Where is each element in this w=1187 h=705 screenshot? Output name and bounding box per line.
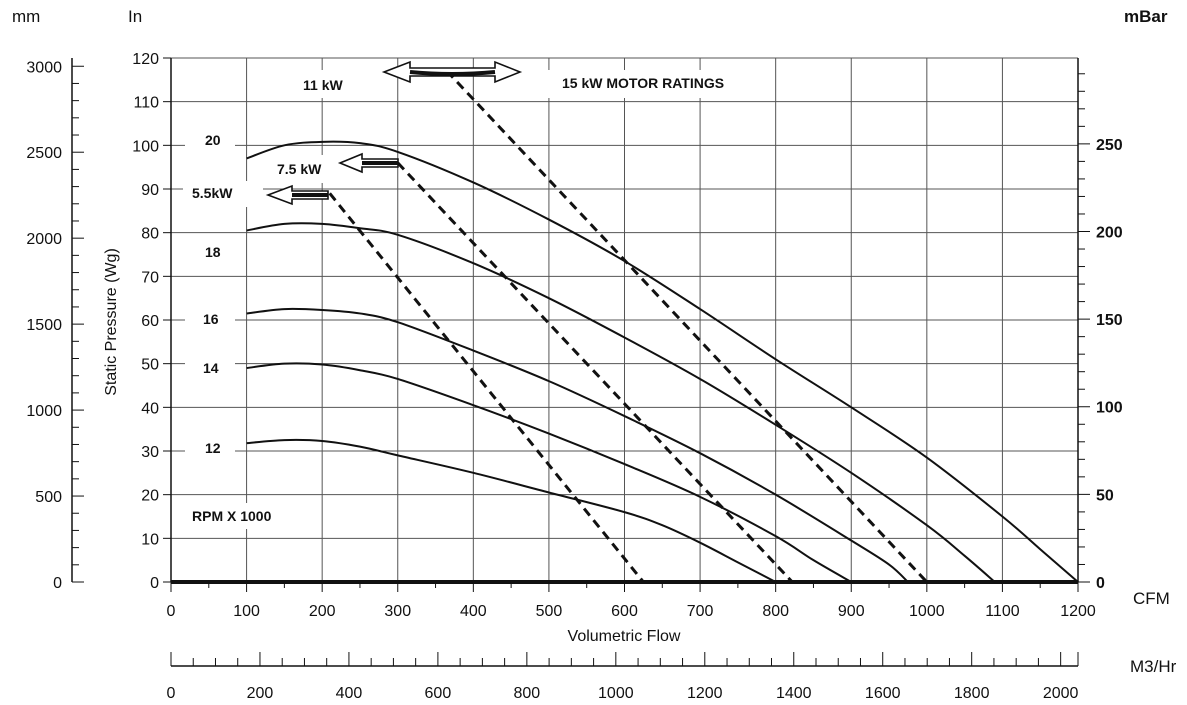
mm-tick-label: 2000 — [26, 231, 62, 248]
rpm-curve-14 — [246, 362, 852, 583]
rpm-curves — [246, 140, 1079, 583]
x-tick-label: 800 — [762, 603, 789, 620]
motor-line-11kw — [445, 70, 928, 584]
mm-tick-label: 1500 — [26, 317, 62, 334]
mm-tick-label: 0 — [53, 575, 62, 592]
mbar-tick-label: 0 — [1096, 575, 1105, 592]
y-tick-label: 110 — [133, 95, 159, 112]
mbar-unit-label: mBar — [1124, 7, 1168, 26]
m3hr-tick-label: 800 — [514, 685, 541, 702]
y-axis-title: Static Pressure (Wg) — [103, 248, 120, 396]
arrow-shafts — [292, 70, 496, 197]
rpm-note: RPM X 1000 — [192, 508, 272, 524]
mbar-tick-label: 250 — [1096, 137, 1123, 154]
m3hr-tick-label: 1600 — [865, 685, 901, 702]
motor-label-7-5kw: 7.5 kW — [277, 161, 322, 177]
y-tick-label: 10 — [141, 531, 159, 548]
x-tick-label: 100 — [233, 603, 260, 620]
motor-line-75kw — [396, 161, 794, 584]
series-label-18: 18 — [205, 244, 221, 260]
series-label-14: 14 — [203, 360, 219, 376]
motor-label-11kw: 11 kW — [303, 77, 343, 93]
mm-tick-label: 500 — [35, 489, 62, 506]
x-tick-label: 400 — [460, 603, 487, 620]
mbar-tick-label: 100 — [1096, 400, 1123, 417]
y-tick-label: 90 — [141, 182, 159, 199]
motor-rating-lines — [328, 70, 928, 584]
mm-tick-label: 1000 — [26, 403, 62, 420]
motor-line-55kw — [328, 192, 645, 583]
rpm-curve-12 — [246, 438, 777, 583]
x-tick-label: 300 — [384, 603, 411, 620]
m3hr-tick-label: 1200 — [687, 685, 723, 702]
motor-ratings-title: 15 kW MOTOR RATINGS — [562, 75, 724, 91]
y-tick-label: 20 — [141, 488, 159, 505]
m3hr-tick-label: 0 — [167, 685, 176, 702]
rpm-curve-20 — [246, 140, 1079, 583]
x-tick-label: 1000 — [909, 603, 945, 620]
grid-lines — [170, 57, 1079, 583]
m3hr-tick-label: 200 — [247, 685, 274, 702]
annotation-backgrounds — [183, 70, 770, 529]
y-tick-label: 40 — [141, 400, 159, 417]
x-tick-label: 500 — [536, 603, 563, 620]
mm-unit-label: mm — [12, 7, 40, 26]
mbar-tick-label: 50 — [1096, 487, 1114, 504]
axes — [71, 57, 1090, 667]
m3hr-tick-label: 1000 — [598, 685, 634, 702]
x-tick-label: 700 — [687, 603, 714, 620]
y-tick-label: 50 — [141, 357, 159, 374]
y-tick-label: 70 — [141, 269, 159, 286]
cfm-unit-label: CFM — [1133, 589, 1170, 608]
x-tick-label: 1200 — [1060, 603, 1096, 620]
mbar-tick-label: 200 — [1096, 224, 1123, 241]
m3hr-tick-label: 1400 — [776, 685, 812, 702]
series-label-16: 16 — [203, 311, 219, 327]
y-tick-label: 120 — [132, 51, 159, 68]
m3hr-tick-label: 1800 — [954, 685, 990, 702]
y-tick-label: 60 — [141, 313, 159, 330]
rpm-curve-18 — [246, 222, 996, 583]
tick-labels: 0 100 200 300 400 500 600 700 800 900 1000 1100 1200… — [26, 51, 1122, 702]
motor-label-5-5kw: 5.5kW — [192, 185, 233, 201]
y-tick-label: 0 — [150, 575, 159, 592]
x-axis-title: Volumetric Flow — [568, 628, 681, 645]
in-unit-label: In — [128, 7, 142, 26]
m3hr-tick-label: 400 — [336, 685, 363, 702]
mbar-tick-label: 150 — [1096, 312, 1123, 329]
x-tick-label: 0 — [167, 603, 176, 620]
mm-tick-label: 3000 — [26, 59, 62, 76]
m3hr-tick-label: 2000 — [1043, 685, 1079, 702]
series-label-12: 12 — [205, 440, 221, 456]
y-tick-label: 30 — [141, 444, 159, 461]
x-tick-label: 600 — [611, 603, 638, 620]
m3hr-tick-label: 600 — [425, 685, 452, 702]
rpm-curve-16 — [246, 307, 909, 583]
x-tick-label: 200 — [309, 603, 336, 620]
y-tick-label: 80 — [141, 226, 159, 243]
series-label-20: 20 — [205, 132, 221, 148]
mm-tick-label: 2500 — [26, 145, 62, 162]
x-tick-label: 900 — [838, 603, 865, 620]
y-tick-label: 100 — [132, 138, 159, 155]
m3hr-unit-label: M3/Hr — [1130, 657, 1177, 676]
x-tick-label: 1100 — [985, 603, 1020, 620]
